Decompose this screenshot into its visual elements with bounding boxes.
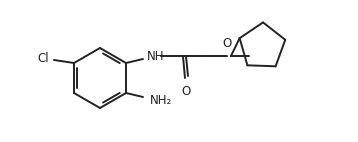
Text: NH₂: NH₂ — [150, 93, 172, 106]
Text: O: O — [182, 85, 190, 98]
Text: NH: NH — [147, 50, 164, 62]
Text: O: O — [222, 37, 232, 50]
Text: Cl: Cl — [37, 52, 49, 64]
